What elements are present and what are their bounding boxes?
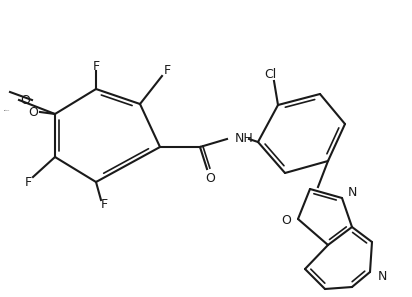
Text: N: N xyxy=(347,187,357,200)
Text: F: F xyxy=(24,176,32,189)
Text: N: N xyxy=(377,271,387,284)
Text: F: F xyxy=(164,64,171,78)
Text: F: F xyxy=(101,198,108,211)
Text: F: F xyxy=(92,61,100,73)
Text: O: O xyxy=(205,173,215,186)
Text: O: O xyxy=(28,105,38,119)
Text: O: O xyxy=(281,214,291,228)
Text: Cl: Cl xyxy=(264,69,276,81)
Text: O: O xyxy=(20,94,30,107)
Text: methoxy: methoxy xyxy=(4,109,10,110)
Text: NH: NH xyxy=(235,132,254,146)
